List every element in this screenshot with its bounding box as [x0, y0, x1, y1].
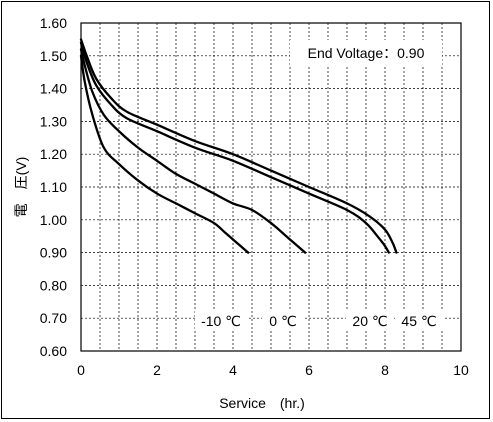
series-curves [79, 38, 398, 254]
y-tick-label: 1.00 [40, 212, 67, 228]
x-tick-label: 2 [153, 362, 161, 378]
curve-label-bg [346, 311, 394, 331]
x-tick-label: 10 [453, 362, 469, 378]
grid-lines [80, 22, 462, 352]
plot-area-border [80, 22, 462, 352]
y-tick-labels: 0.60 0.70 0.80 0.90 1.00 1.10 1.20 1.30 1.40 1.50… [40, 15, 67, 359]
x-tick-label: 0 [77, 362, 85, 378]
y-tick-label: 1.60 [40, 15, 67, 31]
y-tick-label: 1.30 [40, 113, 67, 129]
y-axis-label: 電 圧(V) [13, 157, 29, 218]
x-tick-labels: 0 2 4 6 8 10 [77, 362, 469, 378]
y-tick-label: 0.90 [40, 245, 67, 261]
curve-label: 45 ℃ [401, 313, 436, 329]
end-voltage-annotation: End Voltage：0.90 [308, 45, 425, 61]
x-tick-label: 8 [381, 362, 389, 378]
curve-label: -10 ℃ [201, 313, 241, 329]
y-tick-label: 1.50 [40, 48, 67, 64]
end-voltage-label-bg [290, 40, 442, 66]
y-tick-label: 0.80 [40, 277, 67, 293]
series-line-1 [79, 48, 307, 254]
curve-label-bg [395, 311, 443, 331]
y-tick-label: 1.20 [40, 146, 67, 162]
y-tick-label: 0.70 [40, 310, 67, 326]
x-axis-label: Service (hr.) [219, 395, 305, 411]
x-tick-label: 4 [229, 362, 237, 378]
curve-label: 20 ℃ [352, 313, 387, 329]
curve-label-bg [195, 311, 247, 331]
series-line-0 [79, 54, 250, 254]
annotations: End Voltage：0.90 -10 ℃ 0 ℃ 20 ℃ 45 ℃ [195, 40, 443, 331]
curve-label: 0 ℃ [269, 313, 296, 329]
series-line-3 [79, 38, 398, 254]
series-line-2 [79, 41, 390, 254]
x-tick-label: 6 [305, 362, 313, 378]
y-tick-label: 1.40 [40, 81, 67, 97]
y-tick-label: 0.60 [40, 343, 67, 359]
curve-label-bg [262, 311, 304, 331]
y-tick-label: 1.10 [40, 179, 67, 195]
